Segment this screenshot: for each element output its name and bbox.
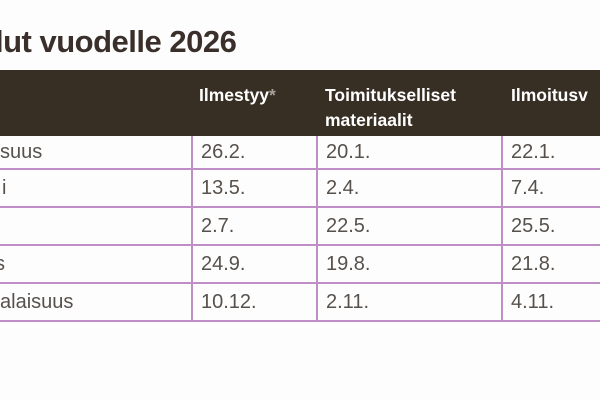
cell-toimitukselliset: 2.11. xyxy=(316,284,501,320)
cell-ilmoitusvaraukset: 7.4. xyxy=(501,170,600,206)
table-row: 2.7. 22.5. 25.5. xyxy=(0,208,600,246)
page-title: lut vuodelle 2026 xyxy=(0,24,237,59)
cell-toimitukselliset: 20.1. xyxy=(316,136,501,168)
cell-ilmoitusvaraukset: 21.8. xyxy=(501,246,600,282)
cell-ilmestyy: 13.5. xyxy=(191,170,316,206)
table-header-row: Ilmestyy* Toimitukselliset materiaalit I… xyxy=(0,70,600,136)
row-label: suus xyxy=(0,140,43,163)
footnote-asterisk: * xyxy=(269,85,276,105)
column-header-ilmestyy: Ilmestyy* xyxy=(191,70,316,136)
cell-ilmoitusvaraukset: 4.11. xyxy=(501,284,600,320)
row-label: alaisuus xyxy=(0,290,74,313)
cell-ilmestyy: 26.2. xyxy=(191,136,316,168)
table-row: suus 26.2. 20.1. 22.1. xyxy=(0,136,600,170)
table-row: s 24.9. 19.8. 21.8. xyxy=(0,246,600,284)
cell-toimitukselliset: 22.5. xyxy=(316,208,501,244)
cell-toimitukselliset: 2.4. xyxy=(316,170,501,206)
table-row: i 13.5. 2.4. 7.4. xyxy=(0,170,600,208)
cell-ilmoitusvaraukset: 25.5. xyxy=(501,208,600,244)
cell-ilmestyy: 24.9. xyxy=(191,246,316,282)
column-header-ilmestyy-label: Ilmestyy xyxy=(199,85,270,105)
cell-ilmestyy: 10.12. xyxy=(191,284,316,320)
cell-toimitukselliset: 19.8. xyxy=(316,246,501,282)
row-label: i xyxy=(2,176,7,199)
column-header-toimitukselliset-materiaalit: Toimitukselliset materiaalit xyxy=(325,85,456,130)
cell-ilmestyy: 2.7. xyxy=(191,208,316,244)
row-label xyxy=(0,208,191,244)
column-header-ilmoitusvaraukset: Ilmoitusv xyxy=(511,85,588,105)
column-header-issue-name xyxy=(0,70,191,136)
row-label: s xyxy=(0,252,5,275)
schedule-table: Ilmestyy* Toimitukselliset materiaalit I… xyxy=(0,70,600,322)
cell-ilmoitusvaraukset: 22.1. xyxy=(501,136,600,168)
table-row: alaisuus 10.12. 2.11. 4.11. xyxy=(0,284,600,322)
